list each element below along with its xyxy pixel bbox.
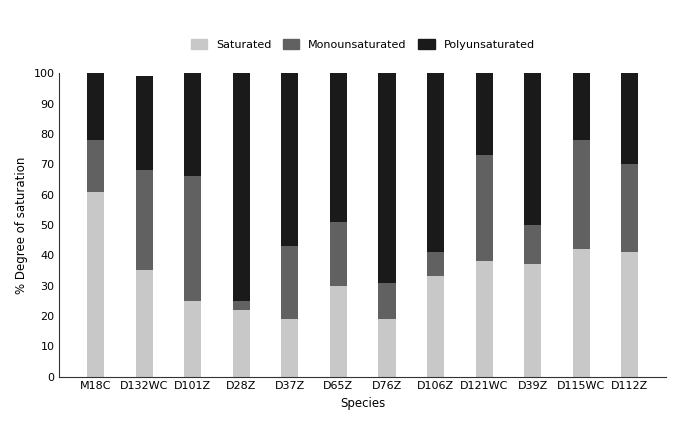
Bar — [281, 246, 298, 319]
Bar — [330, 222, 347, 286]
Bar — [233, 301, 250, 310]
Y-axis label: % Degree of saturation: % Degree of saturation — [15, 156, 28, 294]
Bar — [573, 73, 590, 140]
Bar — [330, 73, 347, 222]
Bar — [87, 73, 104, 140]
Bar — [136, 270, 153, 377]
Bar — [524, 264, 541, 377]
Bar — [622, 73, 638, 164]
Bar — [475, 261, 492, 377]
Bar — [330, 286, 347, 377]
Bar — [622, 164, 638, 252]
Bar — [233, 73, 250, 301]
Bar — [87, 140, 104, 192]
Bar — [475, 73, 492, 155]
Bar — [184, 176, 201, 301]
Bar — [281, 73, 298, 246]
X-axis label: Species: Species — [340, 397, 385, 410]
Bar — [379, 283, 396, 319]
Bar — [622, 252, 638, 377]
Bar — [475, 155, 492, 261]
Bar — [136, 76, 153, 170]
Bar — [233, 310, 250, 377]
Bar — [573, 249, 590, 377]
Bar — [573, 140, 590, 249]
Bar — [281, 319, 298, 377]
Bar — [87, 192, 104, 377]
Bar — [524, 73, 541, 225]
Bar — [524, 225, 541, 264]
Bar — [184, 73, 201, 176]
Bar — [184, 301, 201, 377]
Bar — [379, 73, 396, 283]
Legend: Saturated, Monounsaturated, Polyunsaturated: Saturated, Monounsaturated, Polyunsatura… — [191, 40, 535, 50]
Bar — [136, 170, 153, 270]
Bar — [379, 319, 396, 377]
Bar — [427, 252, 444, 277]
Bar — [427, 277, 444, 377]
Bar — [427, 73, 444, 252]
